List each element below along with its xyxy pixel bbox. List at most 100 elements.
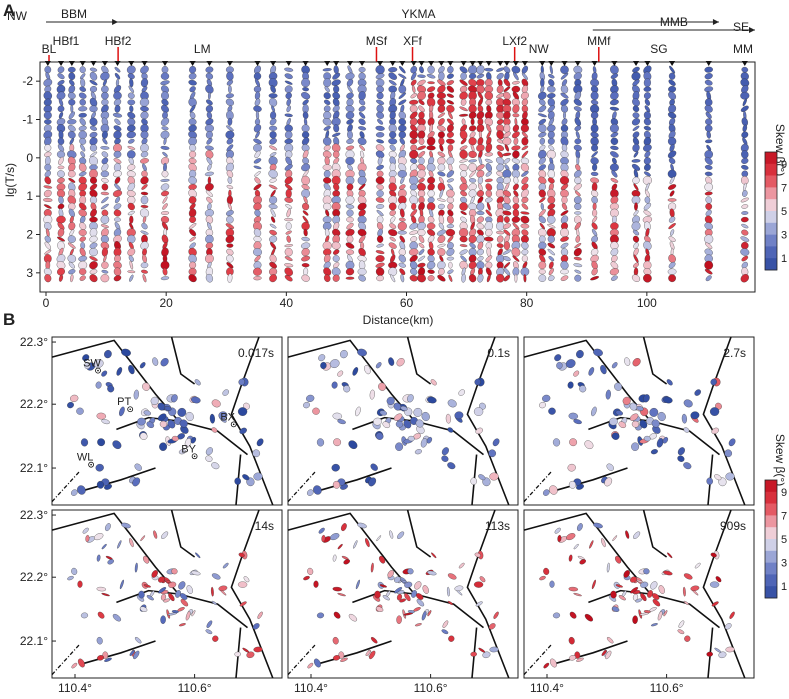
phase-ellipse: [437, 203, 445, 210]
phase-ellipse: [345, 268, 355, 276]
phase-ellipse: [160, 72, 170, 80]
phase-ellipse: [112, 440, 122, 449]
phase-ellipse: [345, 242, 355, 249]
phase-ellipse: [741, 131, 749, 139]
phase-ellipse: [205, 72, 214, 80]
phase-ellipse: [538, 209, 546, 217]
phase-ellipse: [488, 449, 496, 458]
phase-ellipse: [56, 254, 66, 263]
phase-ellipse: [543, 567, 550, 575]
phase-ellipse: [226, 170, 234, 178]
phase-ellipse: [538, 274, 547, 282]
phase-ellipse: [643, 568, 650, 575]
phase-ellipse: [189, 65, 197, 74]
phase-ellipse: [388, 79, 397, 86]
fault-trace: [551, 467, 628, 493]
phase-ellipse: [134, 562, 138, 573]
phase-ellipse: [114, 183, 121, 191]
station-marker: [460, 61, 467, 66]
phase-ellipse: [447, 269, 454, 274]
phase-ellipse: [512, 131, 520, 139]
phase-ellipse: [140, 151, 149, 158]
phase-ellipse: [128, 157, 134, 165]
phase-ellipse: [161, 170, 169, 178]
phase-ellipse: [376, 243, 384, 248]
phase-ellipse: [158, 576, 165, 583]
phase-ellipse: [382, 421, 391, 428]
phase-ellipse: [476, 222, 485, 230]
phase-ellipse: [71, 489, 78, 496]
station-marker: [254, 61, 261, 66]
phase-ellipse: [388, 182, 397, 192]
phase-ellipse: [43, 198, 53, 202]
phase-ellipse: [591, 406, 597, 417]
phase-ellipse: [694, 389, 701, 396]
phase-ellipse: [485, 189, 492, 198]
fault-trace: [315, 467, 392, 493]
phase-ellipse: [662, 436, 669, 444]
phase-ellipse: [446, 73, 454, 79]
phase-ellipse: [741, 223, 749, 229]
phase-ellipse: [496, 119, 504, 125]
phase-ellipse: [404, 581, 413, 588]
phase-ellipse: [126, 65, 136, 74]
phase-ellipse: [663, 610, 668, 617]
phase-ellipse: [537, 113, 547, 118]
phase-ellipse: [668, 261, 676, 269]
phase-ellipse: [667, 198, 677, 202]
phase-ellipse: [632, 125, 640, 131]
phase-ellipse: [502, 249, 512, 255]
phase-ellipse: [206, 99, 213, 106]
phase-ellipse: [43, 185, 53, 189]
phase-ellipse: [521, 189, 529, 198]
phase-ellipse: [301, 175, 310, 186]
phase-ellipse: [226, 254, 234, 263]
colorbar-tick-label: 5: [781, 206, 787, 218]
phase-ellipse: [485, 143, 493, 153]
phase-ellipse: [79, 275, 86, 281]
phase-ellipse: [153, 530, 158, 539]
phase-ellipse: [205, 629, 213, 635]
phase-ellipse: [102, 138, 108, 145]
phase-ellipse: [116, 367, 123, 376]
phase-ellipse: [268, 184, 278, 190]
phase-ellipse: [539, 99, 546, 106]
colorbar-tick-label: 1: [781, 253, 787, 265]
phase-ellipse: [484, 111, 493, 120]
phase-ellipse: [548, 261, 554, 269]
phase-ellipse: [345, 149, 355, 159]
phase-ellipse: [44, 241, 51, 250]
phase-ellipse: [284, 256, 293, 261]
phase-ellipse: [410, 261, 418, 270]
phase-ellipse: [161, 126, 169, 131]
y-tick-label: 2: [26, 228, 33, 242]
phase-ellipse: [90, 125, 97, 131]
phase-ellipse: [44, 170, 51, 178]
phase-ellipse: [437, 248, 446, 257]
phase-ellipse: [376, 535, 382, 542]
phase-ellipse: [132, 477, 141, 487]
phase-ellipse: [286, 235, 291, 243]
phase-ellipse: [127, 270, 136, 274]
inferred-fault: [51, 470, 81, 503]
station-marker: [669, 61, 676, 66]
phase-ellipse: [345, 195, 355, 205]
phase-ellipse: [100, 146, 110, 150]
phase-ellipse: [418, 157, 425, 165]
phase-ellipse: [741, 165, 749, 170]
phase-ellipse: [725, 646, 735, 653]
phase-ellipse: [398, 131, 406, 139]
phase-ellipse: [375, 197, 385, 203]
phase-ellipse: [430, 379, 437, 386]
phase-ellipse: [139, 432, 148, 440]
phase-ellipse: [584, 440, 594, 449]
phase-ellipse: [427, 396, 437, 404]
phase-ellipse: [512, 255, 520, 262]
phase-ellipse: [205, 66, 214, 73]
phase-ellipse: [611, 275, 618, 281]
phase-ellipse: [398, 84, 407, 94]
phase-ellipse: [269, 138, 277, 145]
station-marker: [377, 61, 384, 66]
phase-ellipse: [44, 249, 52, 255]
